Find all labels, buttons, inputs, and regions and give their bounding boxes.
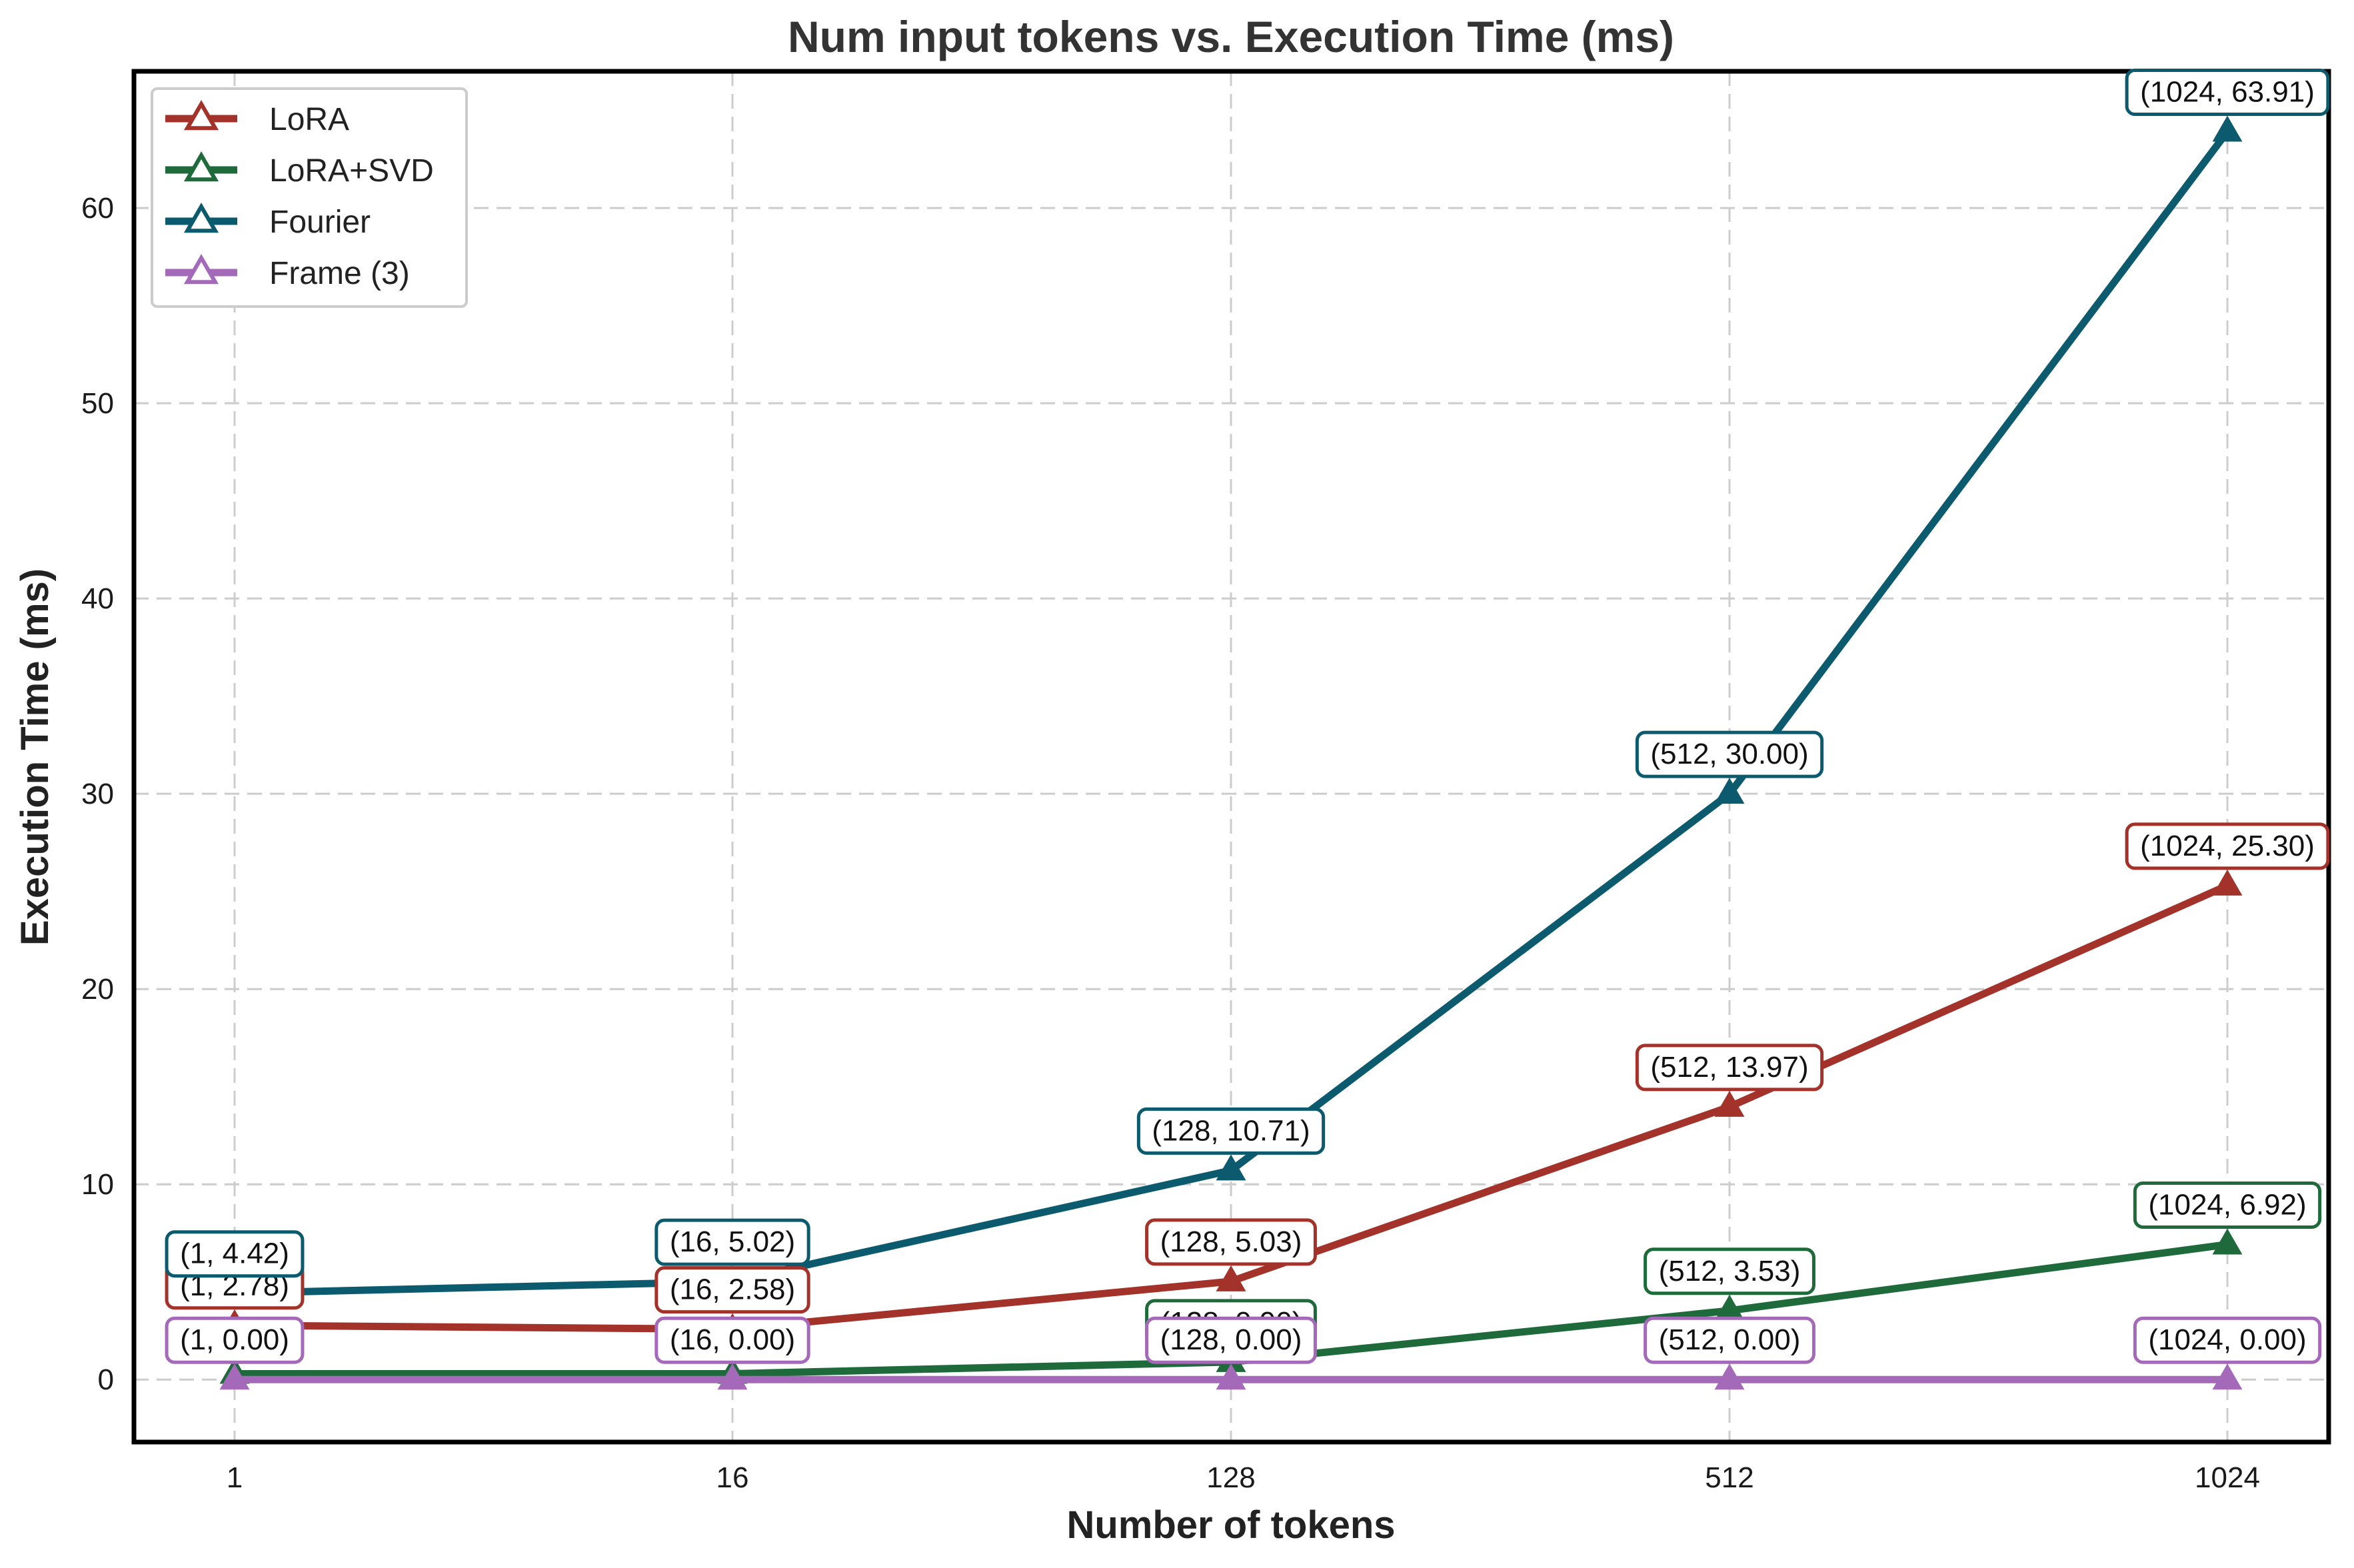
y-tick-label: 0 xyxy=(98,1363,114,1396)
data-point xyxy=(1216,1154,1246,1181)
data-label: (512, 13.97) xyxy=(1635,1044,1824,1092)
data-label: (16, 2.58) xyxy=(654,1266,810,1314)
data-point xyxy=(1714,778,1745,804)
data-point xyxy=(2212,1363,2243,1390)
data-point xyxy=(1714,1090,1745,1117)
data-label-box xyxy=(1635,730,1824,778)
data-label: (1, 4.42) xyxy=(165,1230,305,1278)
data-label-text: (16, 2.58) xyxy=(670,1273,795,1306)
plot-frame xyxy=(131,69,2331,1445)
data-label: (512, 3.53) xyxy=(1644,1247,1815,1295)
x-tick-label: 1 xyxy=(227,1461,243,1494)
data-label-text: (1024, 0.00) xyxy=(2148,1323,2306,1356)
x-tick-label: 128 xyxy=(1206,1461,1255,1494)
data-label-box xyxy=(165,1316,305,1364)
data-label-box xyxy=(654,1316,810,1364)
legend-label: Fourier xyxy=(269,205,371,240)
x-tick-label: 16 xyxy=(716,1461,749,1494)
legend-marker xyxy=(183,99,219,131)
x-tick-label: 1024 xyxy=(2195,1461,2260,1494)
data-label-box xyxy=(1136,1107,1326,1155)
data-label-text: (1, 0.00) xyxy=(180,1323,289,1356)
data-label-text: (512, 30.00) xyxy=(1650,738,1808,770)
x-axis-label: Number of tokens xyxy=(1066,1503,1395,1547)
y-tick-label: 20 xyxy=(81,973,114,1006)
data-label: (128, 5.03) xyxy=(1145,1218,1317,1266)
x-tick-label: 512 xyxy=(1705,1461,1754,1494)
data-label-box xyxy=(165,1230,305,1278)
data-point xyxy=(2212,1228,2243,1255)
legend: LoRA LoRA+SVD Fourier Frame (3) xyxy=(151,87,468,308)
data-label-text: (16, 5.02) xyxy=(670,1225,795,1258)
data-label: (1, 0.00) xyxy=(165,1316,305,1364)
data-label-box xyxy=(1145,1316,1317,1364)
chart-title: Num input tokens vs. Execution Time (ms) xyxy=(788,12,1674,61)
legend-box xyxy=(151,87,468,308)
data-label: (1024, 6.92) xyxy=(2133,1181,2322,1229)
data-label-box xyxy=(2133,1316,2322,1364)
data-label-text: (1024, 63.91) xyxy=(2140,76,2315,109)
data-point xyxy=(2212,115,2243,142)
data-label-text: (512, 0.00) xyxy=(1659,1323,1801,1356)
data-label-text: (512, 13.97) xyxy=(1650,1051,1808,1084)
y-tick-label: 40 xyxy=(81,582,114,615)
data-label: (1024, 0.00) xyxy=(2133,1316,2322,1364)
data-label-box xyxy=(1635,1044,1824,1092)
data-label-text: (512, 3.53) xyxy=(1659,1255,1801,1287)
data-label: (512, 30.00) xyxy=(1635,730,1824,778)
data-point xyxy=(1216,1265,1246,1291)
legend-marker xyxy=(183,151,219,182)
data-label-box xyxy=(2133,1181,2322,1229)
data-label-text: (1024, 25.30) xyxy=(2140,830,2315,862)
data-label-box xyxy=(1644,1247,1815,1295)
data-label: (16, 0.00) xyxy=(654,1316,810,1364)
data-point xyxy=(2212,869,2243,896)
data-label-text: (1024, 6.92) xyxy=(2148,1188,2306,1221)
legend-label: Frame (3) xyxy=(269,256,410,291)
data-label-box xyxy=(654,1218,810,1266)
data-label-text: (128, 0.00) xyxy=(1160,1323,1302,1356)
y-tick-label: 60 xyxy=(81,192,114,225)
legend-label: LoRA+SVD xyxy=(269,153,434,189)
data-point xyxy=(717,1363,748,1390)
data-label: (1024, 25.30) xyxy=(2125,822,2330,870)
legend-marker xyxy=(183,202,219,233)
data-label: (16, 5.02) xyxy=(654,1218,810,1266)
y-axis-label: Execution Time (ms) xyxy=(13,568,57,946)
axis-ticks: 1 16 128 512 1024 0 10 20 30 40 50 60 xyxy=(81,192,2260,1494)
y-tick-label: 10 xyxy=(81,1168,114,1201)
data-labels: (1, 2.78) (16, 2.58)(128, 5.03)(512, 13.9… xyxy=(165,69,2330,1364)
data-label: (128, 0.00) xyxy=(1145,1316,1317,1364)
data-label-text: (16, 0.00) xyxy=(670,1323,795,1356)
data-point xyxy=(1216,1363,1246,1390)
data-label-text: (128, 5.03) xyxy=(1160,1225,1302,1258)
data-point xyxy=(1714,1363,1745,1390)
data-label-box xyxy=(2125,822,2330,870)
data-label: (128, 10.71) xyxy=(1136,1107,1326,1155)
data-label-text: (128, 10.71) xyxy=(1152,1114,1310,1147)
y-tick-label: 50 xyxy=(81,387,114,420)
data-label: (1024, 63.91) xyxy=(2125,69,2330,117)
data-label: (512, 0.00) xyxy=(1644,1316,1815,1364)
data-label-box xyxy=(654,1266,810,1314)
y-tick-label: 30 xyxy=(81,778,114,810)
data-label-box xyxy=(1644,1316,1815,1364)
data-point xyxy=(219,1363,250,1390)
data-label-box xyxy=(1145,1218,1317,1266)
legend-label: LoRA xyxy=(269,102,349,137)
data-label-box xyxy=(2125,69,2330,117)
legend-marker xyxy=(183,253,219,285)
data-label-text: (1, 4.42) xyxy=(180,1237,289,1270)
